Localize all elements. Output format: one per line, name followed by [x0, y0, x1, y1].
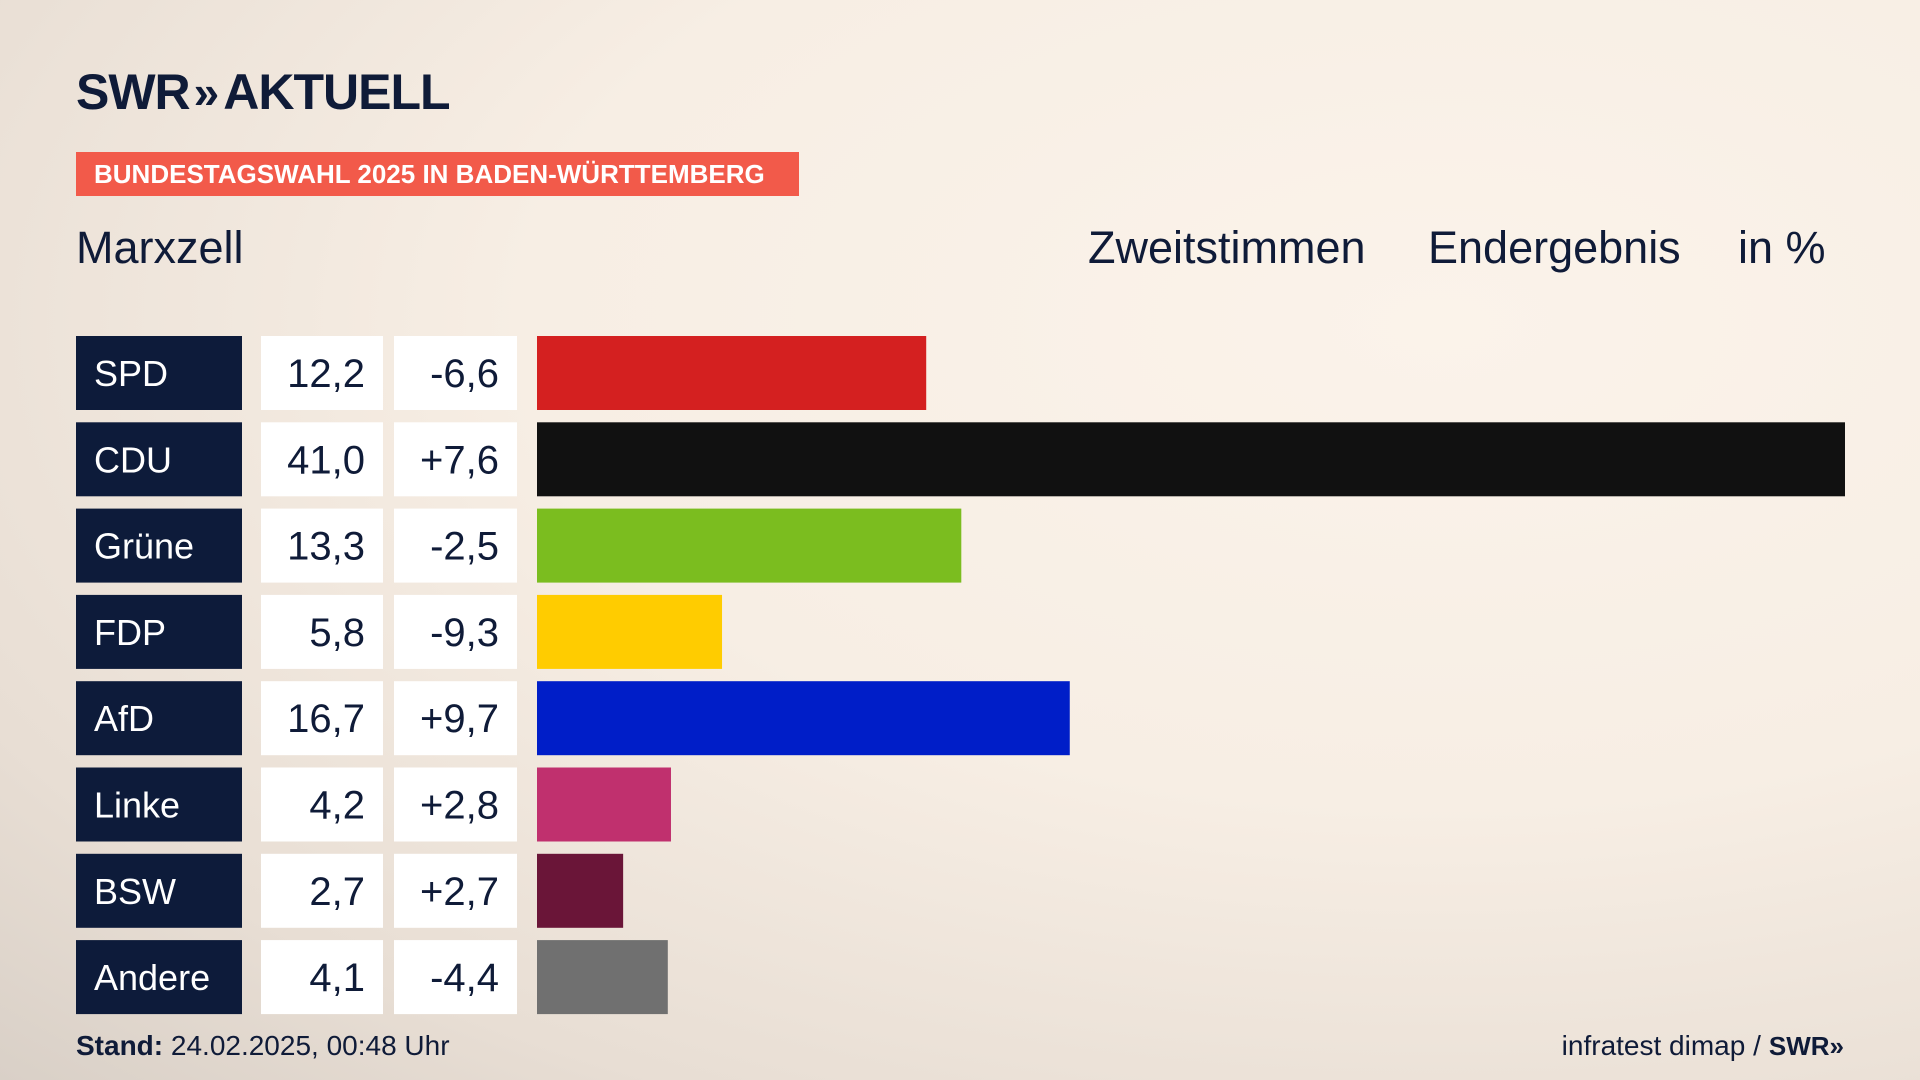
change-label-cdu: +7,6 — [420, 438, 499, 482]
party-label-linke: Linke — [94, 785, 180, 826]
value-box-bsw — [261, 853, 383, 928]
party-label-fdp: FDP — [94, 612, 166, 653]
party-label-spd: SPD — [94, 353, 168, 394]
value-label-linke: 4,2 — [309, 784, 365, 828]
party-label-box-linke — [76, 767, 242, 842]
bar-gruene — [537, 508, 962, 583]
header-unit: in % — [1738, 222, 1826, 273]
source-text: infratest dimap / — [1561, 1030, 1761, 1061]
party-label-box-spd — [76, 336, 242, 410]
change-label-bsw: +2,7 — [420, 870, 499, 914]
value-box-fdp — [261, 594, 383, 669]
party-label-box-bsw — [76, 853, 242, 928]
bar-andere — [537, 940, 668, 1015]
party-label-box-cdu — [76, 422, 242, 497]
footer-stand: Stand: 24.02.2025, 00:48 Uhr — [76, 1030, 450, 1062]
party-label-box-gruene — [76, 508, 242, 583]
swr-aktuell-logo: SWR » AKTUELL — [76, 64, 451, 120]
change-box-afd — [394, 681, 517, 756]
footer-source: infratest dimap / SWR» — [1562, 1030, 1844, 1062]
bar-linke — [537, 767, 671, 842]
value-label-bsw: 2,7 — [309, 870, 365, 914]
bar-fdp — [537, 594, 723, 669]
value-label-afd: 16,7 — [287, 697, 365, 741]
value-label-gruene: 13,3 — [287, 525, 365, 569]
value-label-andere: 4,1 — [309, 956, 365, 1000]
value-box-linke — [261, 767, 383, 842]
value-box-andere — [261, 940, 383, 1015]
change-label-spd: -6,6 — [430, 352, 499, 396]
change-box-gruene — [394, 508, 517, 583]
stand-value: 24.02.2025, 00:48 Uhr — [170, 1030, 450, 1061]
value-label-spd: 12,2 — [287, 352, 365, 396]
change-box-spd — [394, 336, 517, 410]
party-label-box-andere — [76, 940, 242, 1015]
party-label-andere: Andere — [94, 957, 210, 998]
stand-label: Stand: — [76, 1030, 164, 1061]
change-box-fdp — [394, 594, 517, 669]
logo-brand: SWR — [76, 64, 191, 120]
change-box-bsw — [394, 853, 517, 928]
value-label-fdp: 5,8 — [309, 611, 365, 655]
logo-suffix: AKTUELL — [223, 64, 450, 120]
bar-cdu — [537, 422, 1845, 497]
change-label-linke: +2,8 — [420, 784, 499, 828]
change-box-linke — [394, 767, 517, 842]
party-label-cdu: CDU — [94, 439, 172, 480]
bar-bsw — [537, 853, 624, 928]
change-box-cdu — [394, 422, 517, 497]
place-name: Marxzell — [76, 222, 244, 273]
value-box-spd — [261, 336, 383, 410]
value-label-cdu: 41,0 — [287, 438, 365, 482]
party-label-box-afd — [76, 681, 242, 756]
header-status: Endergebnis — [1428, 222, 1681, 273]
change-label-gruene: -2,5 — [430, 525, 499, 569]
value-box-gruene — [261, 508, 383, 583]
change-label-afd: +9,7 — [420, 697, 499, 741]
value-box-cdu — [261, 422, 383, 497]
change-label-andere: -4,4 — [430, 956, 499, 1000]
party-label-bsw: BSW — [94, 871, 176, 912]
change-box-andere — [394, 940, 517, 1015]
source-brand-logo: SWR» — [1768, 1030, 1844, 1061]
header-vote-type: Zweitstimmen — [1088, 222, 1366, 273]
bar-afd — [537, 681, 1070, 756]
election-banner: BUNDESTAGSWAHL 2025 IN BADEN-WÜRTTEMBERG — [76, 152, 799, 196]
value-box-afd — [261, 681, 383, 756]
party-label-box-fdp — [76, 594, 242, 669]
party-label-gruene: Grüne — [94, 526, 194, 567]
change-label-fdp: -9,3 — [430, 611, 499, 655]
bar-spd — [537, 336, 927, 410]
party-label-afd: AfD — [94, 698, 154, 739]
